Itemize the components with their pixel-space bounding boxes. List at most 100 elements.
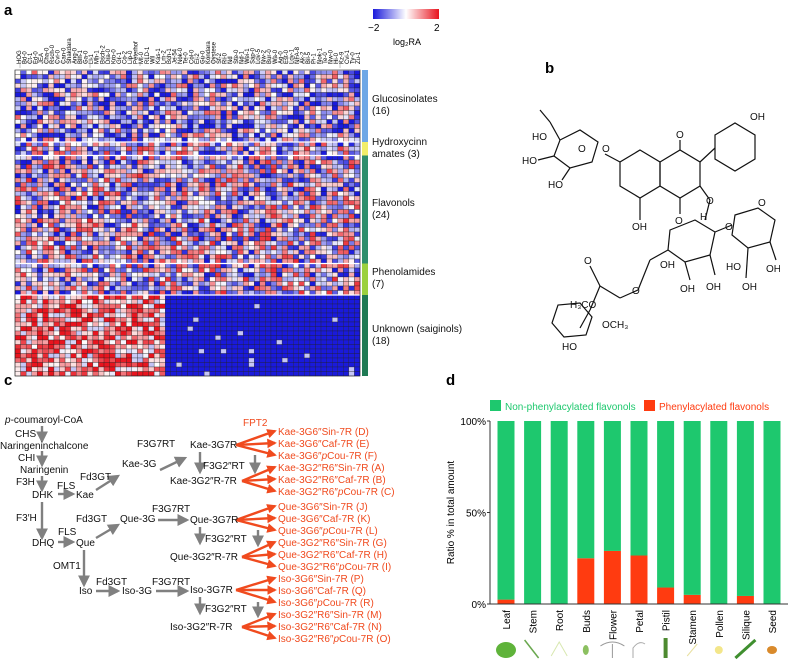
heatmap-cell (348, 69, 355, 75)
heatmap-cell (103, 312, 110, 318)
heatmap-cell (348, 258, 355, 264)
heatmap-cell (309, 119, 316, 125)
heatmap-cell (176, 299, 183, 305)
heatmap-cell (76, 69, 82, 75)
heatmap-cell (265, 348, 272, 354)
heatmap-cell (348, 123, 355, 129)
heatmap-cell (64, 155, 71, 161)
heatmap-cell (20, 213, 27, 219)
legend-swatch-non-phenylacylated (490, 400, 501, 411)
heatmap-cell (215, 303, 222, 309)
heatmap-cell (237, 218, 244, 224)
heatmap-cell (48, 335, 55, 341)
heatmap-cell (42, 231, 49, 237)
heatmap-cell (265, 168, 272, 174)
heatmap-cell (293, 281, 299, 287)
heatmap-cell (215, 222, 222, 228)
heatmap-cell (209, 249, 216, 255)
heatmap-cell (81, 263, 88, 269)
heatmap-cell (176, 366, 183, 372)
heatmap-cell (64, 231, 71, 237)
heatmap-cell (326, 141, 333, 147)
heatmap-cell (25, 119, 32, 125)
heatmap-cell (120, 92, 127, 98)
heatmap-cell (220, 335, 227, 341)
heatmap-cell (304, 78, 311, 84)
heatmap-cell (209, 159, 216, 165)
heatmap-cell (187, 267, 194, 273)
group-bar (362, 142, 368, 156)
heatmap-cell (237, 101, 244, 107)
heatmap-cell (287, 362, 294, 368)
heatmap-cell (332, 186, 338, 192)
heatmap-cell (37, 132, 43, 138)
heatmap-cell (98, 339, 105, 345)
heatmap-cell (103, 236, 110, 242)
heatmap-cell (276, 137, 283, 143)
heatmap-cell (248, 150, 255, 156)
stem-icon (524, 639, 540, 659)
category-label: Buds (582, 610, 593, 633)
heatmap-cell (332, 366, 338, 372)
heatmap-cell (159, 254, 166, 260)
heatmap-cell (92, 87, 99, 93)
heatmap-cell (20, 321, 27, 327)
heatmap-cell (226, 245, 233, 251)
heatmap-cell (70, 294, 77, 300)
heatmap-cell (153, 150, 160, 156)
heatmap-cell (309, 74, 316, 80)
heatmap-cell (242, 105, 249, 111)
heatmap-cell (142, 222, 149, 228)
heatmap-cell (209, 186, 216, 192)
heatmap-cell (320, 272, 327, 278)
heatmap-cell (304, 218, 311, 224)
heatmap-cell (220, 222, 227, 228)
heatmap-cell (87, 164, 94, 170)
heatmap-cell (320, 308, 327, 314)
heatmap-cell (209, 168, 216, 174)
heatmap-cell (254, 222, 260, 228)
heatmap-cell (287, 353, 294, 359)
heatmap-cell (70, 150, 77, 156)
heatmap-cell (87, 366, 94, 372)
heatmap-cell (42, 177, 49, 183)
heatmap-cell (287, 114, 294, 120)
heatmap-cell (226, 258, 233, 264)
heatmap-cell (242, 339, 249, 345)
heatmap-cell (126, 303, 133, 309)
heatmap-cell (31, 249, 38, 255)
heatmap-cell (64, 348, 71, 354)
heatmap-cell (287, 177, 294, 183)
heatmap-cell (343, 272, 350, 278)
heatmap-cell (192, 123, 199, 129)
heatmap-cell (137, 276, 144, 282)
heatmap-cell (276, 294, 283, 300)
heatmap-cell (276, 195, 283, 201)
heatmap-cell (348, 96, 355, 102)
heatmap-cell (254, 92, 260, 98)
heatmap-cell (187, 105, 194, 111)
heatmap-cell (287, 146, 294, 152)
heatmap-cell (137, 330, 144, 336)
heatmap-cell (259, 371, 266, 377)
heatmap-cell (20, 110, 27, 116)
heatmap-cell (204, 146, 210, 152)
heatmap-cell (31, 348, 38, 354)
heatmap-cell (76, 254, 82, 260)
heatmap-cell (304, 200, 311, 206)
heatmap-cell (343, 362, 350, 368)
heatmap-cell (25, 146, 32, 152)
heatmap-cell (337, 371, 344, 377)
heatmap-cell (131, 146, 138, 152)
heatmap-cell (76, 173, 82, 179)
heatmap-cell (204, 155, 210, 161)
heatmap-cell (220, 339, 227, 345)
heatmap-cell (242, 200, 249, 206)
heatmap-cell (176, 312, 183, 318)
heatmap-cell (198, 123, 205, 129)
heatmap-cell (276, 236, 283, 242)
heatmap-cell (87, 209, 94, 215)
heatmap-cell (70, 87, 77, 93)
heatmap-cell (20, 236, 27, 242)
heatmap-cell (337, 236, 344, 242)
